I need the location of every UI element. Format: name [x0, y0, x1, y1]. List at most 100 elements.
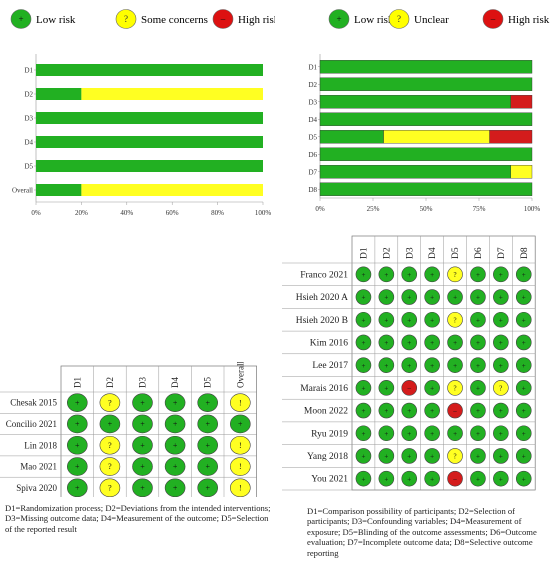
judgement-symbol: +	[140, 398, 145, 407]
study-label: Spiva 2020	[16, 483, 57, 493]
judgement-low-icon	[515, 334, 532, 351]
category-label: D2	[24, 91, 33, 99]
bar-low	[319, 147, 533, 161]
judgement-low-icon	[164, 414, 186, 434]
judgement-low-icon	[378, 357, 395, 373]
category-label: Overall	[12, 187, 33, 195]
table-a-footnote: D1=Randomization process; D2=Deviations …	[5, 503, 271, 534]
judgement-symbol: +	[384, 271, 388, 279]
x-tick-label: 25%	[367, 205, 380, 213]
judgement-symbol: +	[384, 362, 388, 370]
judgement-symbol: +	[522, 294, 526, 302]
judgement-low-icon	[470, 448, 486, 464]
judgement-symbol: +	[430, 407, 434, 415]
judgement-low-icon	[355, 380, 372, 396]
judgement-symbol: +	[522, 316, 526, 324]
bar-low	[319, 182, 533, 196]
legend-low-icon	[10, 9, 32, 29]
category-label: D6	[308, 151, 317, 159]
judgement-low-icon	[493, 470, 509, 487]
judgement-high-icon	[447, 470, 463, 487]
judgement-low-icon	[197, 435, 218, 455]
judgement-low-icon	[447, 289, 463, 305]
judgement-low-icon	[515, 357, 532, 373]
judgement-symbol: +	[407, 339, 411, 347]
study-label: Ryu 2019	[311, 429, 348, 439]
bar-some	[383, 130, 490, 144]
column-header: D4	[170, 377, 180, 388]
judgement-low-icon	[355, 266, 372, 283]
judgement-symbol: +	[238, 420, 243, 429]
judgement-some-icon	[447, 311, 463, 328]
judgement-symbol: !	[239, 483, 242, 492]
judgement-symbol: +	[205, 398, 210, 407]
traffic-light-table-a: D1 D2 D3 D4 D5 Overall Chesak 2015 +? + + + ! Concil…	[0, 362, 257, 497]
legend-label: High risk	[508, 14, 550, 26]
column-header: D2	[105, 377, 115, 388]
judgement-low-icon	[493, 357, 509, 373]
judgement-symbol: +	[384, 453, 388, 461]
judgement-low-icon	[164, 478, 186, 497]
judgement-low-icon	[401, 357, 418, 373]
bar-low	[36, 88, 82, 100]
judgement-some-icon	[230, 393, 251, 412]
judgement-low-icon	[493, 266, 509, 283]
bar-low	[36, 136, 263, 148]
legend-label: Low risk	[36, 14, 76, 26]
judgement-low-icon	[447, 357, 463, 373]
judgement-low-icon	[424, 380, 440, 396]
judgement-low-icon	[378, 425, 395, 442]
judgement-some-icon	[230, 435, 251, 455]
judgement-low-icon	[378, 311, 395, 328]
category-label: D1	[24, 67, 33, 75]
judgement-symbol: +	[476, 271, 480, 279]
judgement-some-icon	[493, 380, 509, 396]
study-label: Lee 2017	[312, 361, 348, 371]
x-tick-label: 40%	[120, 209, 133, 217]
judgement-low-icon	[515, 311, 532, 328]
bar-low	[36, 184, 82, 196]
study-label: Mao 2021	[20, 462, 57, 472]
legend-label: Some concerns	[141, 14, 208, 26]
judgement-symbol: !	[239, 398, 242, 407]
column-header: D5	[451, 247, 461, 259]
judgement-symbol: +	[384, 407, 388, 415]
judgement-low-icon	[515, 266, 532, 283]
study-label: Marais 2016	[300, 384, 348, 394]
bar-some	[510, 165, 533, 179]
judgement-symbol: +	[407, 453, 411, 461]
judgement-low-icon	[424, 311, 440, 328]
category-label: D8	[308, 186, 317, 194]
legend-some-icon	[115, 9, 137, 29]
bar-low	[319, 95, 512, 109]
judgement-low-icon	[99, 414, 121, 434]
judgement-some-icon	[99, 393, 121, 412]
bar-some	[81, 88, 264, 100]
judgement-symbol: +	[205, 483, 210, 492]
column-header: D1	[359, 247, 369, 259]
judgement-low-icon	[493, 289, 509, 305]
judgement-low-icon	[197, 457, 218, 476]
judgement-low-icon	[355, 470, 372, 487]
judgement-low-icon	[197, 478, 218, 497]
legend-symbol: +	[18, 14, 23, 24]
category-label: D3	[24, 115, 33, 123]
judgement-low-icon	[67, 435, 88, 455]
judgement-symbol: +	[499, 294, 503, 302]
judgement-symbol: –	[452, 475, 457, 483]
study-label: Lin 2018	[24, 440, 57, 450]
judgement-low-icon	[67, 478, 88, 497]
judgement-symbol: +	[476, 339, 480, 347]
judgement-symbol: +	[361, 294, 365, 302]
judgement-low-icon	[378, 448, 395, 464]
judgement-symbol: +	[361, 430, 365, 438]
judgement-symbol: +	[407, 294, 411, 302]
x-tick-label: 20%	[75, 209, 88, 217]
judgement-symbol: +	[75, 483, 80, 492]
bar-low	[36, 112, 263, 124]
judgement-symbol: +	[361, 316, 365, 324]
bar-low	[319, 130, 384, 144]
judgement-low-icon	[470, 289, 486, 305]
judgement-symbol: +	[476, 453, 480, 461]
judgement-symbol: +	[499, 453, 503, 461]
